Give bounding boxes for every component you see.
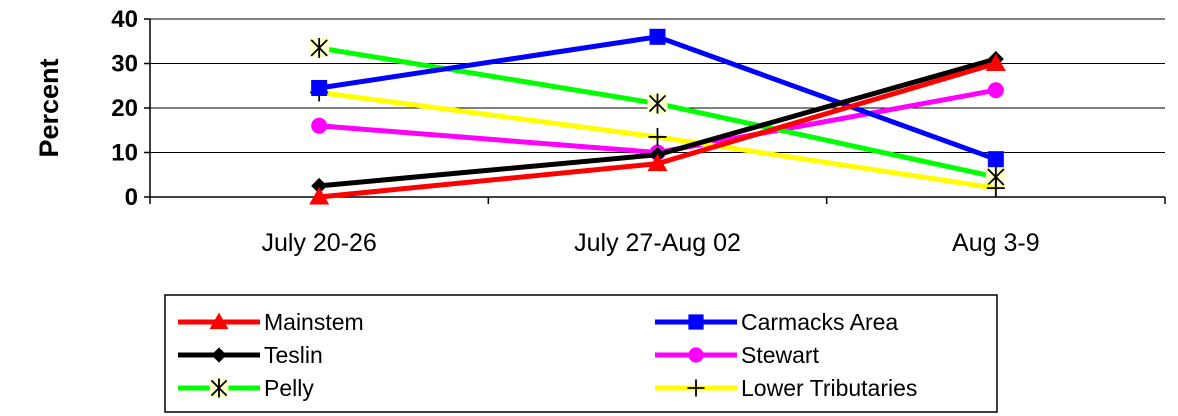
data-point (649, 28, 666, 45)
data-point (985, 53, 1006, 71)
data-point (209, 312, 229, 330)
data-point (687, 379, 705, 397)
data-point (647, 153, 668, 172)
data-point (311, 177, 328, 194)
data-point (311, 117, 328, 134)
y-tick-label: 20 (111, 95, 138, 122)
series-pelly (309, 37, 1006, 187)
series-mainstem (309, 53, 1006, 205)
legend: Mainstem Carmacks Area Teslin Stewart Pelly L… (164, 294, 998, 413)
data-point (209, 378, 229, 398)
data-point (688, 314, 704, 330)
data-point (987, 82, 1004, 99)
data-point (648, 127, 667, 146)
y-tick-label: 30 (111, 51, 138, 78)
y-tick-label: 0 (125, 184, 138, 211)
data-point (647, 93, 668, 114)
legend-item: Mainstem (178, 309, 364, 335)
legend-label: Carmacks Area (741, 309, 898, 335)
legend-label: Lower Tributaries (741, 375, 917, 401)
legend-item: Carmacks Area (655, 309, 898, 335)
data-point (311, 79, 328, 96)
legend-item: Pelly (178, 375, 314, 401)
y-tick-labels: 0 10 20 30 40 (111, 6, 138, 211)
data-point (309, 37, 330, 58)
legend-label: Mainstem (264, 309, 364, 335)
series-lines (309, 28, 1006, 205)
legend-label: Pelly (264, 375, 314, 401)
x-tick-label: July 20-26 (261, 229, 376, 257)
data-point (309, 187, 330, 205)
data-point (986, 179, 1005, 198)
legend-label: Stewart (741, 342, 820, 368)
x-tick-labels: July 20-26 July 27-Aug 02 Aug 3-9 (261, 229, 1039, 257)
y-tick-label: 40 (111, 6, 138, 33)
y-axis-label: Percent (34, 58, 64, 157)
legend-box (164, 294, 998, 413)
data-point (211, 347, 227, 363)
data-point (688, 347, 704, 363)
x-tick-label: July 27-Aug 02 (574, 229, 741, 257)
y-tick-label: 10 (111, 140, 138, 167)
x-tick-label: Aug 3-9 (952, 229, 1040, 257)
legend-label: Teslin (264, 342, 323, 368)
legend-item: Lower Tributaries (655, 375, 917, 401)
legend-item: Stewart (655, 342, 820, 368)
data-point (987, 151, 1004, 168)
legend-item: Teslin (178, 342, 323, 368)
data-point (985, 166, 1006, 187)
series-carmacks-area (311, 28, 1004, 168)
